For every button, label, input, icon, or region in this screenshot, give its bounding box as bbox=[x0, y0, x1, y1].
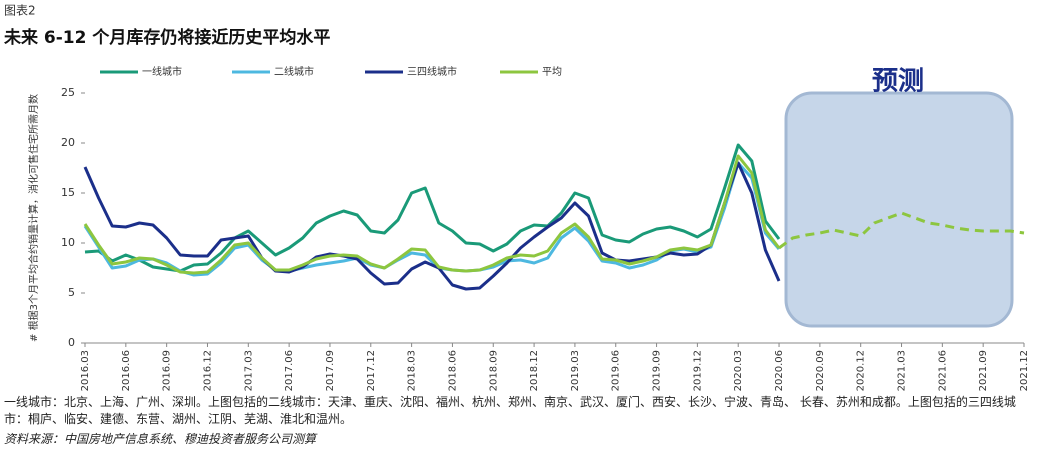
x-tick-label: 2016.12 bbox=[202, 350, 213, 391]
source: 资料来源：中国房地产信息系统、穆迪投资者服务公司测算 bbox=[4, 432, 317, 446]
notes: 一线城市：北京、上海、广州、深圳。上图包括的二线城市：天津、重庆、沈阳、福州、杭… bbox=[4, 395, 1016, 426]
x-tick-label: 2018.09 bbox=[488, 350, 499, 391]
x-tick-label: 2019.12 bbox=[692, 350, 703, 391]
chart-title: 未来 6-12 个月库存仍将接近历史平均水平 bbox=[3, 27, 330, 48]
x-tick-label: 2019.03 bbox=[570, 350, 581, 391]
forecast-label: 预测 bbox=[872, 67, 924, 97]
x-tick-label: 2021.12 bbox=[1019, 350, 1030, 391]
x-tick-label: 2020.12 bbox=[856, 350, 867, 391]
legend-label: 平均 bbox=[542, 66, 562, 78]
figure-label: 图表2 bbox=[4, 4, 36, 18]
x-tick-label: 2020.06 bbox=[774, 350, 785, 391]
series-line bbox=[83, 154, 781, 275]
x-tick-label: 2021.09 bbox=[978, 350, 989, 391]
legend-label: 一线城市 bbox=[142, 65, 182, 78]
y-axis-label: # 根据3个月平均合约销量计算，消化可售住宅所需月数 bbox=[27, 94, 40, 342]
x-tick-label: 2021.03 bbox=[897, 350, 908, 391]
x-tick-label: 2016.03 bbox=[80, 350, 91, 391]
forecast-box bbox=[784, 91, 1014, 328]
x-tick-label: 2019.06 bbox=[611, 350, 622, 391]
x-tick-label: 2018.12 bbox=[529, 350, 540, 391]
chart: 图表2 未来 6-12 个月库存仍将接近历史平均水平 预测 # 根据3个月平均合… bbox=[3, 4, 1030, 392]
x-tick-label: 2018.06 bbox=[447, 350, 458, 391]
series-line bbox=[84, 143, 781, 273]
x-tick-label: 2017.09 bbox=[325, 350, 336, 391]
y-tick-label: 25 bbox=[61, 86, 75, 99]
x-tick-label: 2017.12 bbox=[366, 350, 377, 391]
x-tick-label: 2018.03 bbox=[407, 350, 418, 391]
y-tick-label: 0 bbox=[68, 336, 75, 349]
series-line bbox=[83, 161, 781, 291]
x-tick-label: 2017.03 bbox=[243, 350, 254, 391]
legend-label: 二线城市 bbox=[274, 65, 314, 78]
legend-label: 三四线城市 bbox=[407, 65, 457, 78]
y-tick-label: 15 bbox=[61, 186, 75, 199]
x-tick-label: 2016.09 bbox=[162, 350, 173, 391]
x-tick-label: 2017.06 bbox=[284, 350, 295, 391]
y-tick-label: 20 bbox=[61, 136, 75, 149]
x-tick-label: 2020.03 bbox=[733, 350, 744, 391]
forecast-line bbox=[778, 211, 1025, 250]
x-tick-label: 2020.09 bbox=[815, 350, 826, 391]
x-tick-label: 2021.06 bbox=[937, 350, 948, 391]
y-tick-label: 5 bbox=[68, 286, 75, 299]
x-tick-label: 2016.06 bbox=[121, 350, 132, 391]
y-tick-label: 10 bbox=[61, 236, 75, 249]
x-tick-label: 2019.09 bbox=[652, 350, 663, 391]
